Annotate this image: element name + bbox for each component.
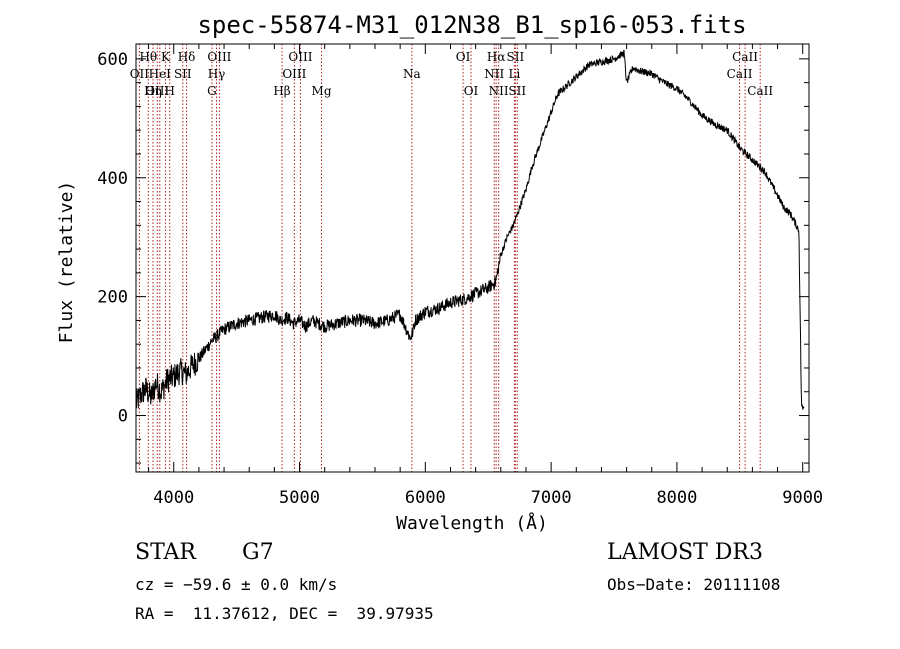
x-tick-label: 7000: [531, 488, 572, 508]
line-label: Na: [403, 67, 421, 81]
line-label: SII: [174, 67, 192, 81]
x-tick-label: 5000: [279, 488, 320, 508]
line-label: H: [164, 84, 174, 98]
redshift-readout: cz = −59.6 ± 0.0 km/s: [135, 575, 338, 594]
line-label: OI: [464, 84, 479, 98]
y-tick-label: 0: [118, 407, 128, 427]
line-label: Hγ: [208, 67, 226, 81]
line-label: SII: [507, 50, 525, 64]
y-axis-label: Flux (relative): [56, 181, 77, 344]
x-axis: 4000 5000 6000 7000 8000 9000: [148, 44, 823, 508]
x-tick-label: 4000: [153, 488, 194, 508]
line-label: Hη: [144, 84, 162, 98]
spectrum-line: [135, 49, 805, 410]
line-label: OIII: [288, 50, 312, 64]
line-label: Hα: [487, 50, 506, 64]
coordinates: RA = 11.37612, DEC = 39.97935: [135, 604, 434, 623]
line-label: NII: [489, 84, 509, 98]
obs-date: Obs−Date: 20111108: [607, 575, 781, 594]
line-label: CaII: [747, 84, 773, 98]
line-label: HeI: [149, 67, 172, 81]
line-label: Hβ: [273, 84, 290, 98]
line-label: CaII: [732, 50, 758, 64]
line-label: SII: [508, 84, 526, 98]
object-class: STAR: [135, 540, 196, 565]
line-label: K: [161, 50, 171, 64]
x-tick-label: 8000: [656, 488, 697, 508]
object-subclass: G7: [242, 540, 274, 565]
line-label: CaII: [727, 67, 753, 81]
line-label: OI: [456, 50, 471, 64]
y-tick-label: 200: [97, 288, 128, 308]
chart-title: spec-55874-M31_012N38_B1_sp16-053.fits: [197, 11, 746, 39]
line-markers: [138, 44, 761, 472]
line-label: OIII: [282, 67, 306, 81]
line-label: OIII: [145, 84, 169, 98]
line-label: Li: [508, 67, 520, 81]
y-axis: 0 200 400 600: [97, 50, 809, 464]
line-label: OII: [130, 67, 150, 81]
survey-label: LAMOST DR3: [607, 540, 763, 565]
line-label: OIII: [207, 50, 231, 64]
line-label: Hδ: [178, 50, 196, 64]
line-label: NII: [484, 67, 504, 81]
x-axis-label: Wavelength (Å): [396, 512, 548, 534]
line-label: Mg: [312, 84, 332, 98]
plot-frame: [135, 43, 810, 473]
x-tick-label: 6000: [405, 488, 446, 508]
x-tick-label: 9000: [782, 488, 823, 508]
y-tick-label: 600: [97, 50, 128, 70]
y-tick-label: 400: [97, 169, 128, 189]
line-label: G: [207, 84, 217, 98]
line-label: Hθ: [139, 50, 157, 64]
